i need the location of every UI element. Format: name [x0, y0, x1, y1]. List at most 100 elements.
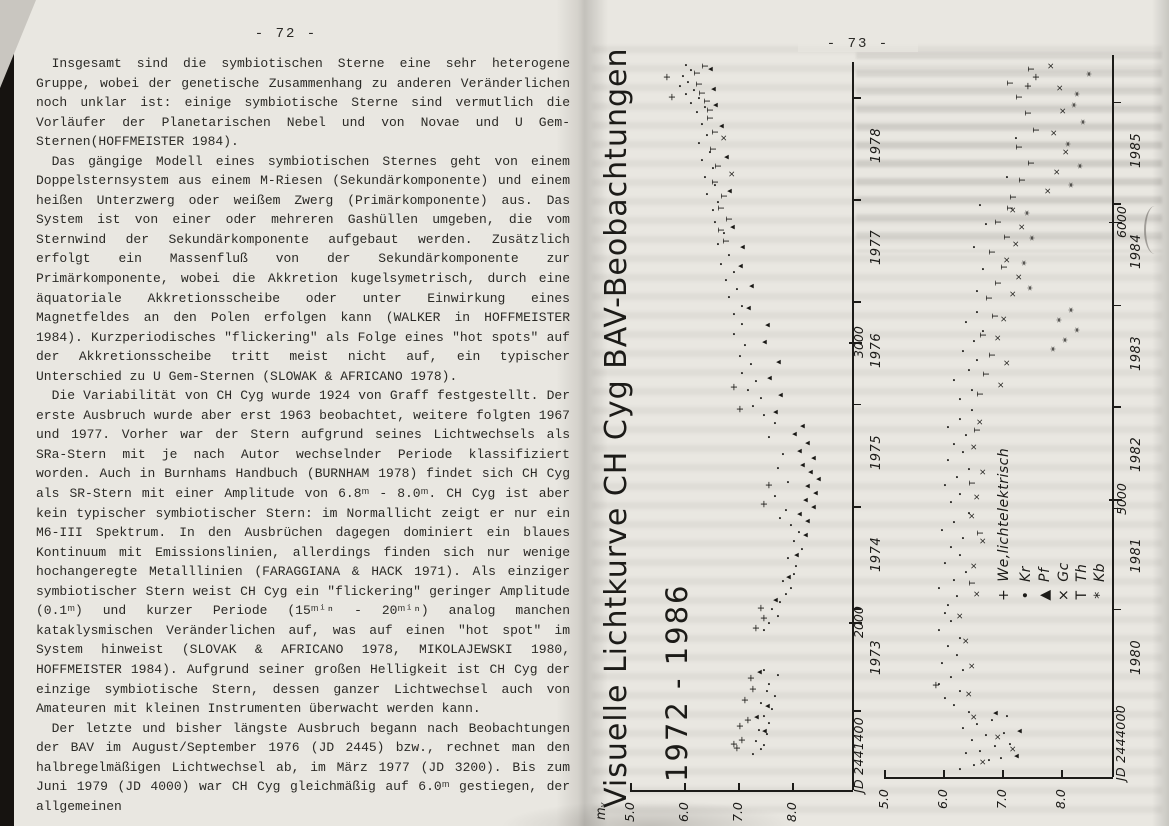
- data-point: •: [968, 737, 976, 742]
- year-boundary-tick: [852, 97, 861, 99]
- data-point: •: [714, 199, 723, 205]
- data-point: ▲: [796, 511, 804, 517]
- data-point: ×: [1002, 256, 1013, 265]
- page-number-73: - 73 -: [798, 36, 918, 52]
- data-point: ▲: [761, 728, 768, 734]
- data-point: *: [1066, 307, 1080, 314]
- magnitude-tick: [738, 783, 740, 790]
- data-point: ×: [993, 732, 1004, 741]
- jd-tick: [849, 622, 862, 624]
- data-point: •: [968, 387, 976, 392]
- legend-item: T Th: [1074, 564, 1090, 601]
- year-boundary-tick: [852, 710, 861, 712]
- data-point: •: [763, 688, 772, 693]
- data-point: •: [776, 516, 785, 521]
- data-point: •: [779, 579, 788, 584]
- legend-item: • Kr: [1018, 566, 1034, 601]
- data-point: *: [1063, 141, 1077, 147]
- data-point: ▲: [707, 66, 714, 72]
- data-point: T: [719, 193, 729, 199]
- page72-body-text: Insgesamt sind die symbiotischen Sterne …: [36, 54, 570, 816]
- data-point: *: [1027, 235, 1041, 242]
- magnitude-tick: [1061, 770, 1063, 777]
- data-point: •: [679, 73, 688, 79]
- data-point: •: [760, 713, 769, 718]
- year-boundary-tick: [852, 199, 861, 201]
- data-point: •: [752, 738, 761, 744]
- data-point: +: [756, 603, 768, 613]
- magnitude-axis-label: mᵥ: [594, 801, 609, 820]
- year-boundary-tick: [1112, 101, 1121, 104]
- data-point: •: [947, 499, 956, 505]
- data-point: *: [1025, 285, 1038, 291]
- data-point: *: [1066, 182, 1080, 189]
- data-point: ▲: [766, 376, 774, 381]
- data-point: *: [1054, 317, 1068, 323]
- legend-label: Kb: [1092, 562, 1108, 582]
- magnitude-tick: [684, 783, 686, 790]
- legend-label: Kr: [1018, 566, 1034, 582]
- data-point: ▲: [798, 423, 806, 429]
- data-point: ▲: [739, 244, 747, 250]
- data-point: ×: [719, 133, 729, 142]
- data-point: •: [956, 688, 965, 693]
- data-point: •: [790, 538, 799, 543]
- data-point: •: [757, 747, 766, 752]
- data-point: ×: [1017, 223, 1028, 231]
- data-point: +: [748, 684, 760, 694]
- chart-title: Visuelle Lichtkurve CH Cyg BAV-Beobachtu…: [599, 47, 634, 808]
- data-point: •: [947, 674, 956, 680]
- data-point: ▲: [798, 462, 806, 468]
- year-boundary-tick: [1112, 710, 1121, 713]
- data-point: •: [765, 720, 774, 725]
- data-point: +: [764, 480, 776, 489]
- magnitude-tick-label: 7.0: [994, 789, 1009, 809]
- magnitude-tick: [792, 783, 794, 790]
- legend-label: Th: [1074, 563, 1090, 582]
- data-point: T: [716, 205, 726, 211]
- data-point: T: [994, 280, 1004, 286]
- data-point: •: [722, 278, 731, 283]
- data-point: •: [973, 309, 982, 314]
- data-point: *: [1072, 327, 1086, 333]
- data-point: ▲: [809, 455, 817, 461]
- data-point: •: [944, 458, 953, 463]
- data-point: ▲: [717, 124, 725, 129]
- data-point: +: [661, 73, 673, 82]
- data-point: ▲: [793, 552, 801, 558]
- year-label: 1980: [1129, 639, 1144, 675]
- data-point: T: [706, 115, 715, 121]
- data-point: •: [965, 368, 974, 373]
- data-point: ▲: [712, 103, 720, 108]
- data-point: ×: [955, 612, 966, 620]
- data-point: ▲: [747, 283, 755, 289]
- magnitude-axis-line: [630, 790, 853, 792]
- chart-subtitle: 1972 - 1986: [660, 583, 694, 782]
- data-point: •: [944, 602, 953, 607]
- data-point: •: [733, 286, 742, 291]
- data-point: ▲: [804, 483, 812, 489]
- magnitude-tick-label: 5.0: [622, 802, 637, 822]
- data-point: •: [771, 421, 780, 426]
- data-point: •: [749, 751, 758, 756]
- data-point: •: [950, 377, 959, 382]
- data-point: ▲: [801, 532, 809, 538]
- year-label: 1973: [869, 639, 884, 675]
- data-point: •: [997, 755, 1006, 760]
- data-point: •: [950, 519, 959, 524]
- data-point: ×: [978, 757, 989, 766]
- legend-label: We,lichtelektrisch: [996, 447, 1012, 582]
- legend-item: × Gc: [1056, 562, 1072, 601]
- data-point: T: [985, 295, 995, 301]
- magnitude-tick-label: 8.0: [1053, 789, 1068, 809]
- data-point: T: [711, 179, 721, 185]
- data-point: •: [736, 353, 745, 359]
- data-point: •: [976, 202, 985, 208]
- data-point: T: [1002, 234, 1012, 240]
- legend-item: + We,lichtelektrisch: [996, 448, 1012, 601]
- data-point: •: [950, 441, 959, 446]
- legend-symbol: *: [1092, 591, 1108, 599]
- year-label: 1982: [1129, 436, 1144, 473]
- data-point: •: [725, 253, 734, 258]
